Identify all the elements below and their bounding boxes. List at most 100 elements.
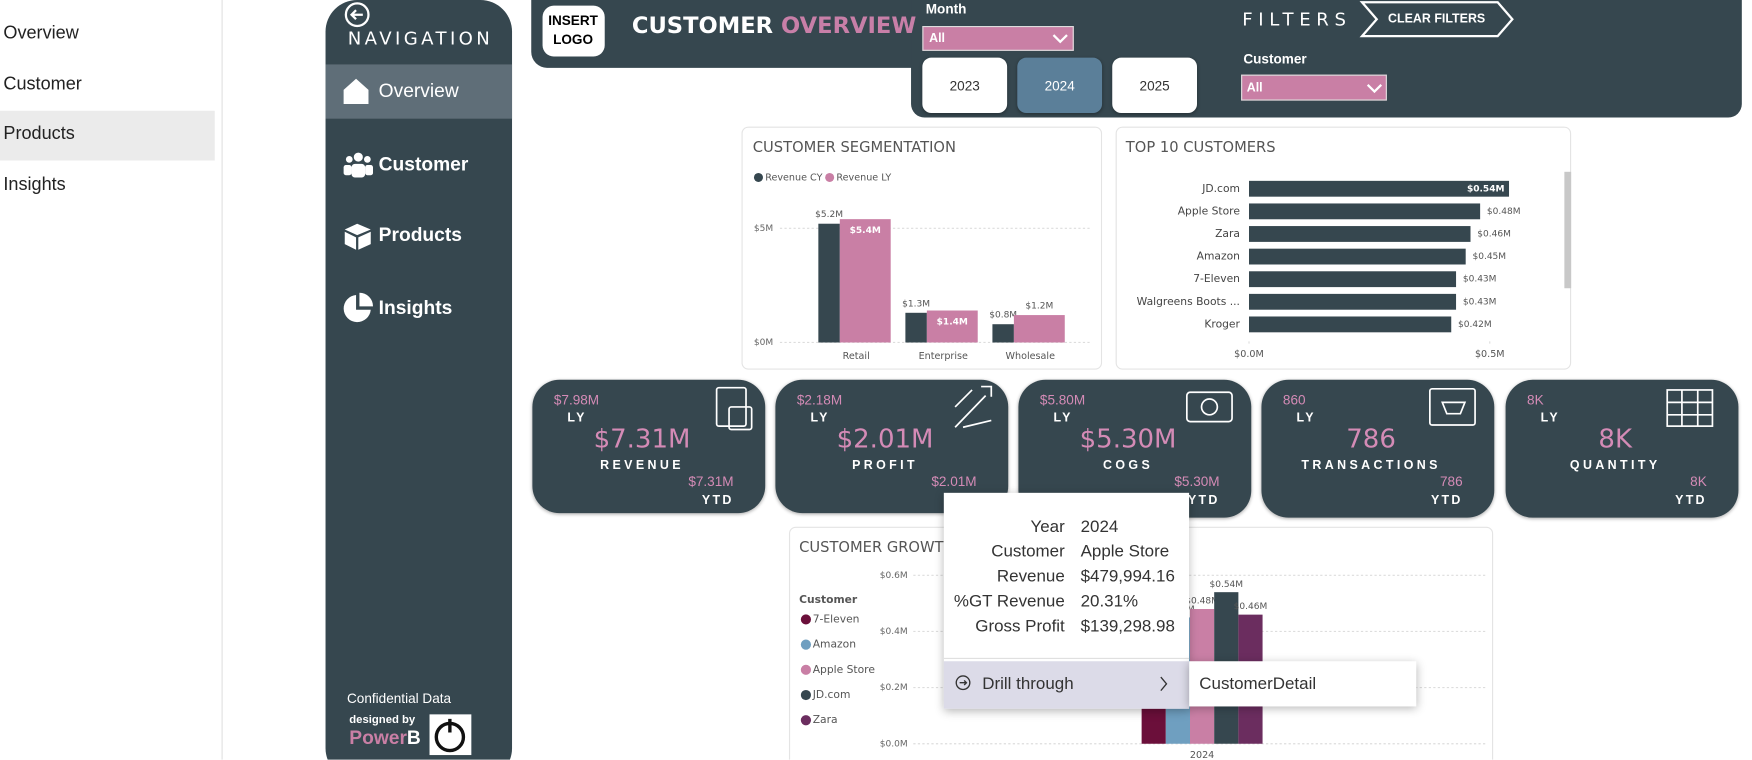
chart-title: CUSTOMER GROWTH [799,539,954,556]
customer-dropdown[interactable] [1241,74,1387,101]
year-button[interactable]: 2024 [1017,57,1103,114]
legend-marker [800,639,812,650]
kpi-value: 8K [1598,425,1633,455]
chevron [1052,34,1068,44]
kpi-value: $7.31M [593,425,691,455]
bar [818,223,840,343]
value-label: $0.42M [1458,320,1492,330]
legend-label: JD.com [812,688,851,701]
scrollbar[interactable] [1564,171,1572,289]
drill-target[interactable]: CustomerDetail [1199,674,1317,694]
kpi-label: PROFIT [852,458,919,473]
bar [1249,248,1466,265]
drill-icons [955,675,1168,692]
x-tick-label: 2024 [1190,750,1214,760]
tooltip-value: 20.31% [1080,591,1139,611]
submenu[interactable]: CustomerDetail [1189,661,1417,707]
legend-title: Customer [799,593,858,606]
value-label: $0.43M [1463,297,1497,307]
drill-through[interactable]: Drill through [982,674,1074,694]
sidebar-item[interactable]: Insights [3,175,66,195]
legend-marker [800,689,812,701]
legend-label: Revenue CY [765,172,822,183]
tooltip-label: Gross Profit [975,616,1065,636]
bar [1249,271,1457,288]
back-arrow [349,9,363,21]
legend-marker [753,172,763,182]
year-button[interactable]: 2023 [922,57,1008,114]
tooltip-value: Apple Store [1080,541,1170,562]
nav-item[interactable]: Overview [378,80,459,102]
month-dropdown[interactable] [922,25,1074,51]
kpi-ytd: $5.30M [1174,473,1220,490]
nav-item[interactable]: Products [378,223,462,246]
bar [1249,316,1452,333]
nav-title: NAVIGATION [347,27,494,50]
page-title-accent: OVERVIEW [781,11,917,39]
y-tick-label: 7-Eleven [1193,272,1240,285]
value-label: $0.48M [1487,207,1521,217]
bar [1249,226,1471,242]
back-icon[interactable] [344,2,370,28]
nav-item[interactable]: Insights [378,297,453,319]
drill-through-row[interactable] [943,661,1190,709]
filter-label: Month [925,1,967,17]
kpi-ly-label: LY [1296,411,1316,426]
tooltip-label: Year [1030,517,1065,537]
kpi-card [775,379,1009,514]
pie-icon [343,292,374,323]
brand: Power [349,726,407,749]
sidebar-item[interactable]: Overview [3,23,79,43]
legend-marker [800,614,812,625]
y-tick-label: JD.com [1201,182,1240,195]
bar [1249,203,1481,220]
y-tick-label: $0.6M [880,571,908,581]
kpi-ytd: $2.01M [931,473,977,490]
dropdown-value[interactable]: All [1246,81,1263,95]
sidebar-item[interactable]: Customer [3,74,82,94]
kpi-ly-label: LY [1540,411,1560,426]
separator [943,657,1190,659]
kpi-icons [715,385,1714,431]
y-tick-label: Amazon [1197,250,1240,263]
x-tick-label: $0.0M [1234,349,1264,360]
clear-filters-button[interactable] [1359,1,1514,38]
value-label: $0.54M [1467,184,1505,194]
year-button[interactable]: 2025 [1112,57,1198,114]
designed-by: designed by [349,713,416,727]
y-tick-label: Kroger [1204,317,1240,330]
kpi-ly: $5.80M [1039,392,1086,409]
logo-box [542,5,605,57]
y-tick-label: $0M [754,338,773,348]
legend-marker [800,664,812,675]
sidebar-item[interactable]: Products [3,124,75,144]
x-tick-label: Wholesale [1006,351,1056,362]
value-label: $0.45M [1472,252,1506,262]
kpi-ly-label: LY [810,411,830,426]
legend-label: Revenue LY [836,172,891,183]
nav-item[interactable]: Customer [378,153,469,176]
tooltip-label: Customer [991,541,1065,562]
value-label: $0.46M [1477,229,1511,239]
legend-label: 7-Eleven [813,612,860,625]
bar [926,310,978,343]
kpi-ytd: 786 [1439,473,1463,490]
dropdown-value[interactable]: All [929,31,946,46]
year-label: 2024 [1044,77,1075,94]
tooltip-value: $139,298.98 [1080,616,1175,636]
kpi-value: $5.30M [1079,425,1177,455]
legend-marker [825,172,835,182]
bar [839,219,891,343]
clear-filters[interactable]: CLEAR FILTERS [1388,12,1486,26]
kpi-ytd-label: YTD [701,493,734,508]
kpi-ly: $2.18M [796,392,843,409]
nav-panel [325,0,513,760]
value-label: $0.48M [1185,597,1219,607]
kpi-ly: 8K [1527,392,1544,409]
chart-title: CUSTOMER SEGMENTATION [753,139,956,156]
value-label: $1.2M [1025,302,1053,312]
y-tick-label: Apple Store [1178,204,1241,217]
kpi-ytd-label: YTD [1187,493,1220,508]
logo-text: LOGO [553,31,594,48]
